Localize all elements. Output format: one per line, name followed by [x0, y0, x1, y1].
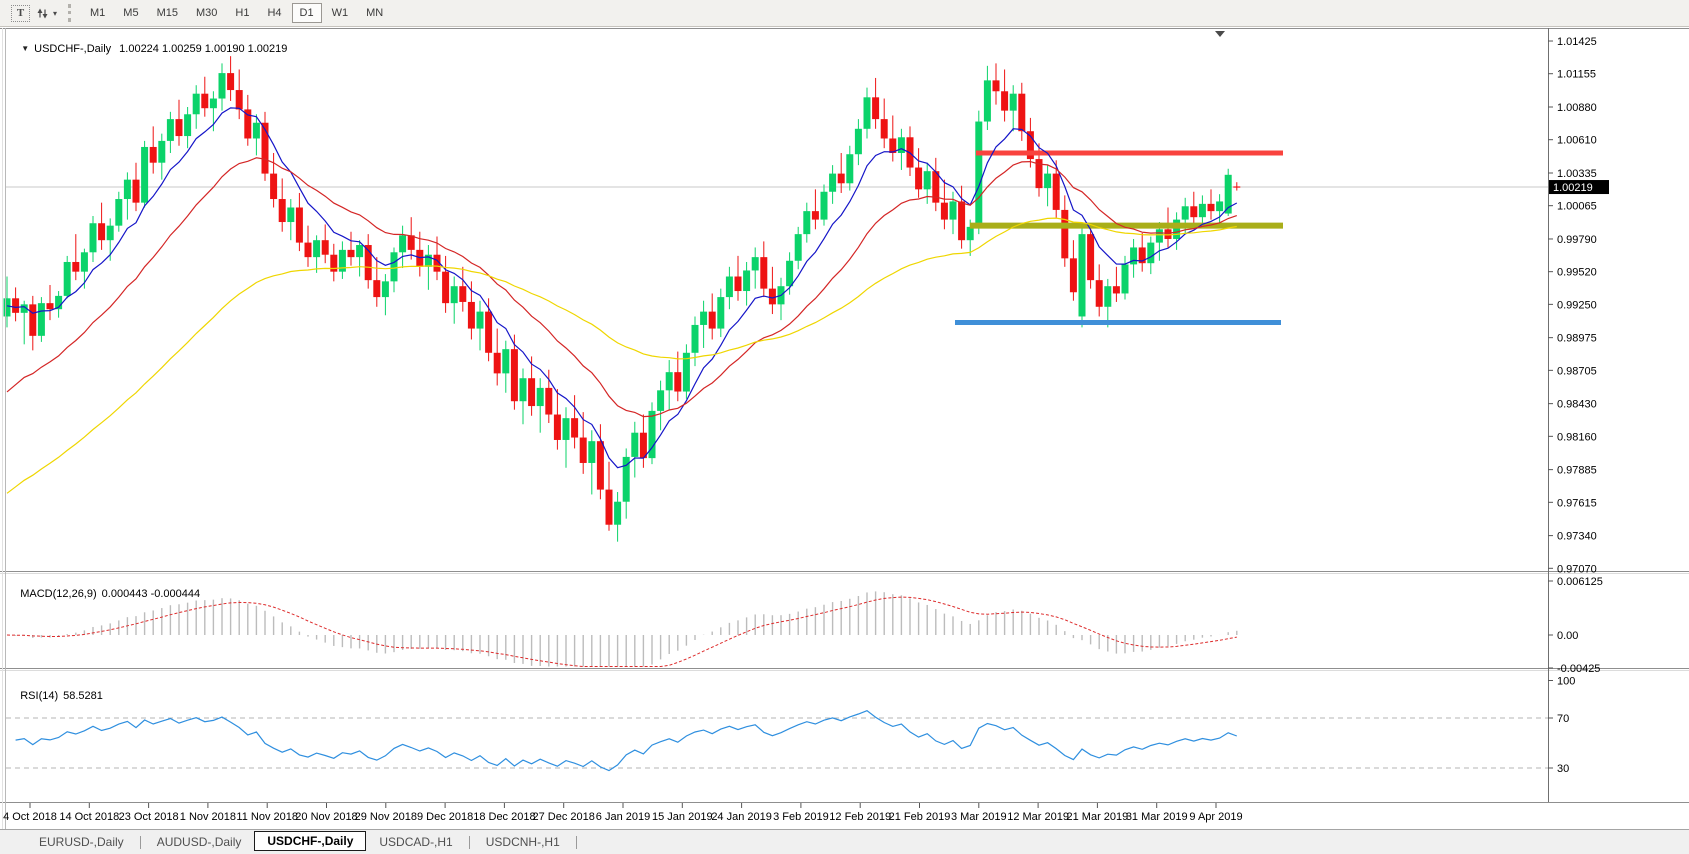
svg-text:21 Mar 2019: 21 Mar 2019	[1067, 811, 1129, 823]
macd-panel[interactable]	[6, 591, 1238, 667]
macd-label: MACD(12,26,9) 0.000443 -0.000444	[8, 576, 200, 612]
date-axis[interactable]: 4 Oct 2018 14 Oct 2018 23 Oct 2018 1 Nov 20…	[3, 803, 1243, 823]
svg-text:3 Mar 2019: 3 Mar 2019	[951, 811, 1007, 823]
svg-text:0.98975: 0.98975	[1557, 333, 1597, 345]
svg-text:100: 100	[1557, 676, 1575, 688]
svg-text:14 Oct 2018: 14 Oct 2018	[59, 811, 119, 823]
svg-text:9 Apr 2019: 9 Apr 2019	[1189, 811, 1242, 823]
tab-separator	[139, 835, 141, 849]
svg-text:1.00880: 1.00880	[1557, 102, 1597, 114]
tab-usdcnh-h1[interactable]: USDCNH-,H1	[485, 835, 560, 849]
svg-text:0.98705: 0.98705	[1557, 365, 1597, 377]
timeframe-button-m5[interactable]: M5	[115, 3, 146, 23]
macd-indicator-values: 0.000443 -0.000444	[101, 588, 201, 600]
support-resistance-lines[interactable]	[955, 150, 1283, 326]
svg-text:1.01155: 1.01155	[1557, 69, 1596, 81]
chart-title: ▼ USDCHF-,Daily 1.00224 1.00259 1.00190 1.…	[9, 31, 287, 67]
price-axis[interactable]: 1.01425 1.01155 1.00880 1.00610 1.00335 1.000…	[1548, 28, 1609, 802]
cycle-symbols-button[interactable]: ▾	[33, 2, 60, 24]
slow-ma	[6, 217, 1237, 494]
svg-text:18 Dec 2018: 18 Dec 2018	[473, 811, 535, 823]
chart-tab-bar: EURUSD-,Daily AUDUSD-,Daily USDCHF-,Dail…	[0, 829, 1689, 854]
chart-ohlc-values: 1.00224 1.00259 1.00190 1.00219	[119, 43, 288, 55]
svg-text:20 Nov 2018: 20 Nov 2018	[295, 811, 357, 823]
svg-text:1 Nov 2018: 1 Nov 2018	[180, 811, 236, 823]
mid-ma	[6, 157, 1237, 418]
timeframe-button-mn[interactable]: MN	[358, 3, 391, 23]
svg-text:27 Dec 2018: 27 Dec 2018	[533, 811, 595, 823]
rsi-panel[interactable]	[6, 710, 1548, 772]
svg-text:1.00335: 1.00335	[1557, 168, 1597, 180]
tab-eurusd-daily[interactable]: EURUSD-,Daily	[39, 835, 124, 849]
main-price-panel[interactable]	[6, 31, 1548, 188]
chart-shift-marker-icon	[1215, 31, 1225, 37]
timeframe-button-m15[interactable]: M15	[149, 3, 186, 23]
svg-text:6 Jan 2019: 6 Jan 2019	[596, 811, 650, 823]
svg-text:0.97615: 0.97615	[1557, 497, 1597, 509]
timeframe-button-h4[interactable]: H4	[259, 3, 289, 23]
svg-text:0.98160: 0.98160	[1557, 431, 1597, 443]
text-tool-button[interactable]: T	[8, 2, 33, 24]
macd-indicator-name: MACD(12,26,9)	[20, 588, 97, 600]
svg-text:12 Mar 2019: 12 Mar 2019	[1007, 811, 1069, 823]
svg-text:23 Oct 2018: 23 Oct 2018	[119, 811, 179, 823]
rsi-label: RSI(14) 58.5281	[8, 678, 103, 714]
tab-separator	[468, 835, 470, 849]
svg-text:11 Nov 2018: 11 Nov 2018	[236, 811, 298, 823]
svg-text:0.99790: 0.99790	[1557, 234, 1597, 246]
tab-usdchf-daily[interactable]: USDCHF-,Daily	[254, 831, 367, 851]
timeframe-button-h1[interactable]: H1	[227, 3, 257, 23]
svg-text:4 Oct 2018: 4 Oct 2018	[3, 811, 57, 823]
moving-average-lines	[6, 107, 1238, 494]
svg-text:0.00: 0.00	[1557, 630, 1578, 642]
svg-text:70: 70	[1557, 713, 1569, 725]
svg-text:9 Dec 2018: 9 Dec 2018	[417, 811, 473, 823]
tab-audusd-daily[interactable]: AUDUSD-,Daily	[156, 835, 242, 849]
svg-text:30: 30	[1557, 763, 1569, 775]
svg-text:12 Feb 2019: 12 Feb 2019	[829, 811, 891, 823]
svg-text:24 Jan 2019: 24 Jan 2019	[711, 811, 772, 823]
macd-signal-line	[6, 596, 1237, 667]
top-toolbar: T ▾ M1 M5 M15 M30 H1 H4 D1 W1 MN	[0, 0, 1689, 27]
svg-text:0.99250: 0.99250	[1557, 299, 1597, 311]
svg-text:1.00065: 1.00065	[1557, 201, 1597, 213]
svg-text:0.98430: 0.98430	[1557, 399, 1597, 411]
fast-ma	[6, 107, 1238, 469]
timeframe-button-m1[interactable]: M1	[82, 3, 113, 23]
svg-text:0.97885: 0.97885	[1557, 465, 1597, 477]
tab-separator	[575, 835, 577, 849]
caret-down-icon: ▾	[53, 8, 58, 18]
svg-text:0.006125: 0.006125	[1557, 576, 1603, 588]
timeframe-button-d1[interactable]: D1	[291, 3, 322, 23]
svg-text:15 Jan 2019: 15 Jan 2019	[652, 811, 713, 823]
text-tool-icon: T	[11, 4, 30, 22]
timeframe-button-w1[interactable]: W1	[324, 3, 357, 23]
timeframe-button-m30[interactable]: M30	[188, 3, 225, 23]
svg-text:1.01425: 1.01425	[1557, 36, 1597, 48]
rsi-indicator-name: RSI(14)	[20, 690, 59, 702]
rsi-line	[15, 710, 1238, 772]
svg-text:0.97070: 0.97070	[1557, 563, 1597, 575]
candlestick-series	[3, 56, 1241, 542]
svg-text:31 Mar 2019: 31 Mar 2019	[1126, 811, 1188, 823]
chart-symbol-label: USDCHF-,Daily	[34, 43, 112, 55]
svg-text:0.97340: 0.97340	[1557, 531, 1597, 543]
svg-text:-0.00425: -0.00425	[1557, 663, 1600, 675]
svg-text:1.00610: 1.00610	[1557, 135, 1597, 147]
cycle-arrows-icon	[37, 8, 48, 18]
svg-text:3 Feb 2019: 3 Feb 2019	[773, 811, 829, 823]
rsi-indicator-value: 58.5281	[63, 690, 103, 702]
svg-text:29 Nov 2018: 29 Nov 2018	[355, 811, 417, 823]
toolbar-grip[interactable]	[68, 4, 72, 22]
tab-usdcad-h1[interactable]: USDCAD-,H1	[379, 835, 453, 849]
svg-text:1.00219: 1.00219	[1553, 182, 1593, 194]
panel-borders	[0, 28, 1689, 829]
current-price-tag	[1549, 180, 1609, 195]
collapse-triangle-icon[interactable]: ▼	[21, 44, 30, 53]
svg-text:0.99520: 0.99520	[1557, 267, 1597, 279]
svg-text:21 Feb 2019: 21 Feb 2019	[889, 811, 951, 823]
